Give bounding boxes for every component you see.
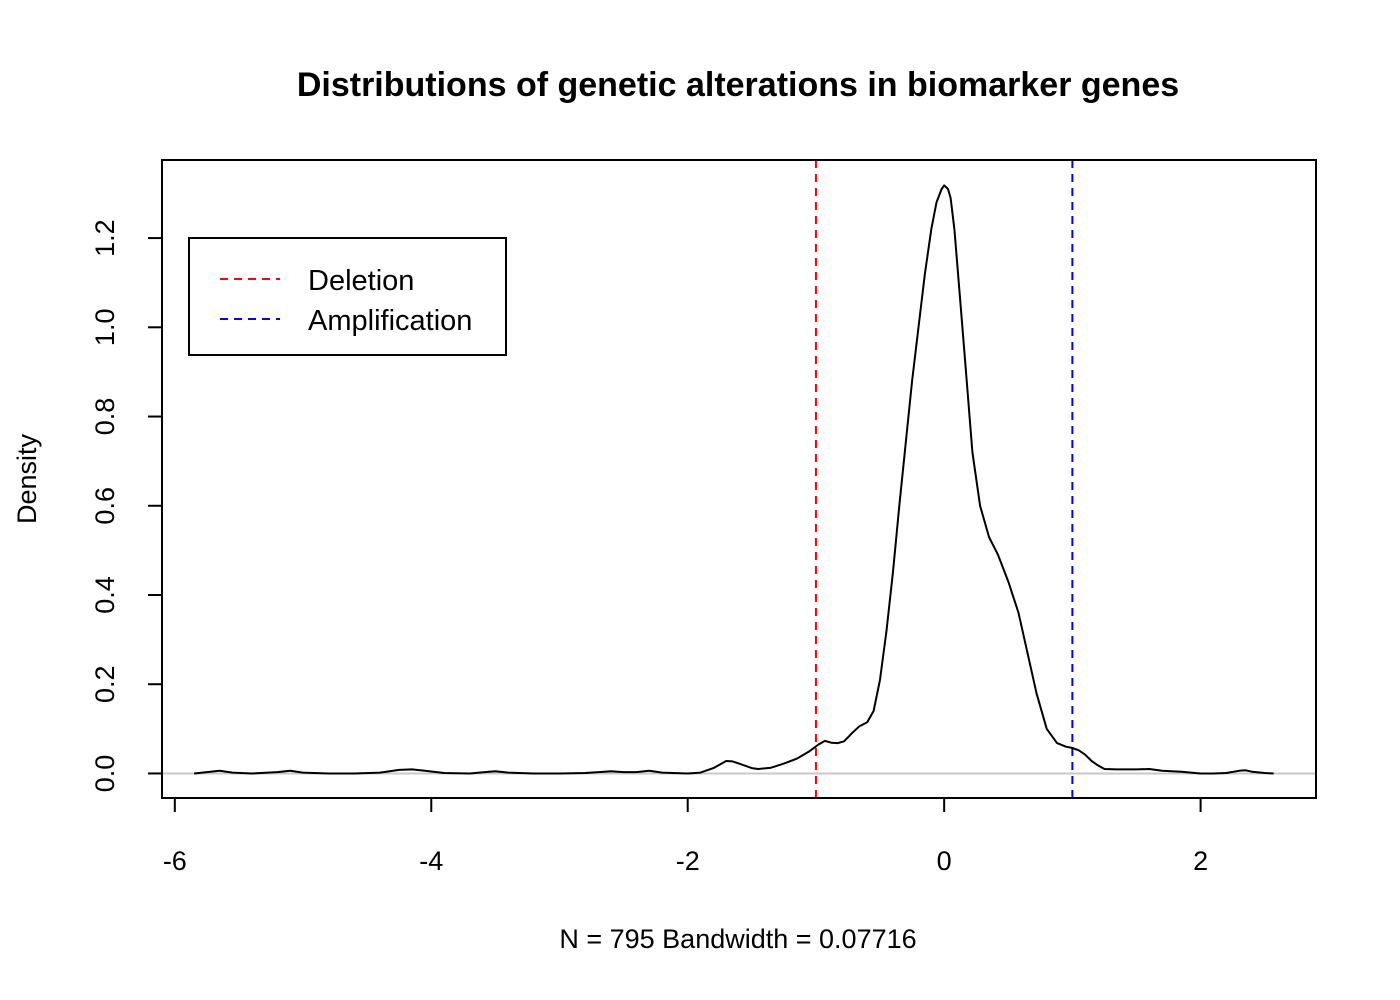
legend-box <box>188 237 507 356</box>
chart-title: Distributions of genetic alterations in … <box>297 66 1179 104</box>
y-tick-label: 0.6 <box>90 487 120 525</box>
y-axis-label: Density <box>12 433 42 524</box>
y-tick-label: 1.2 <box>90 219 120 257</box>
y-tick-label: 0.8 <box>90 398 120 436</box>
x-tick-label: -2 <box>676 846 700 876</box>
y-tick-label: 0.2 <box>90 665 120 703</box>
y-tick-label: 0.0 <box>90 755 120 793</box>
x-tick-label: 2 <box>1193 846 1208 876</box>
x-tick-label: 0 <box>937 846 952 876</box>
y-tick-label: 0.4 <box>90 576 120 614</box>
plot-area <box>162 160 1316 798</box>
x-tick-label: -6 <box>163 846 187 876</box>
legend: Deletion Amplification <box>188 237 507 356</box>
legend-label-deletion: Deletion <box>308 265 414 297</box>
legend-label-amplification: Amplification <box>308 305 472 337</box>
x-tick-label: -4 <box>419 846 443 876</box>
y-axis: 0.0 0.2 0.4 0.6 0.8 1.0 1.2 <box>90 219 163 793</box>
y-tick-label: 1.0 <box>90 309 120 347</box>
x-axis-label: N = 795 Bandwidth = 0.07716 <box>559 924 916 954</box>
x-axis: -6 -4 -2 0 2 <box>163 797 1208 876</box>
density-curve <box>193 184 1274 775</box>
